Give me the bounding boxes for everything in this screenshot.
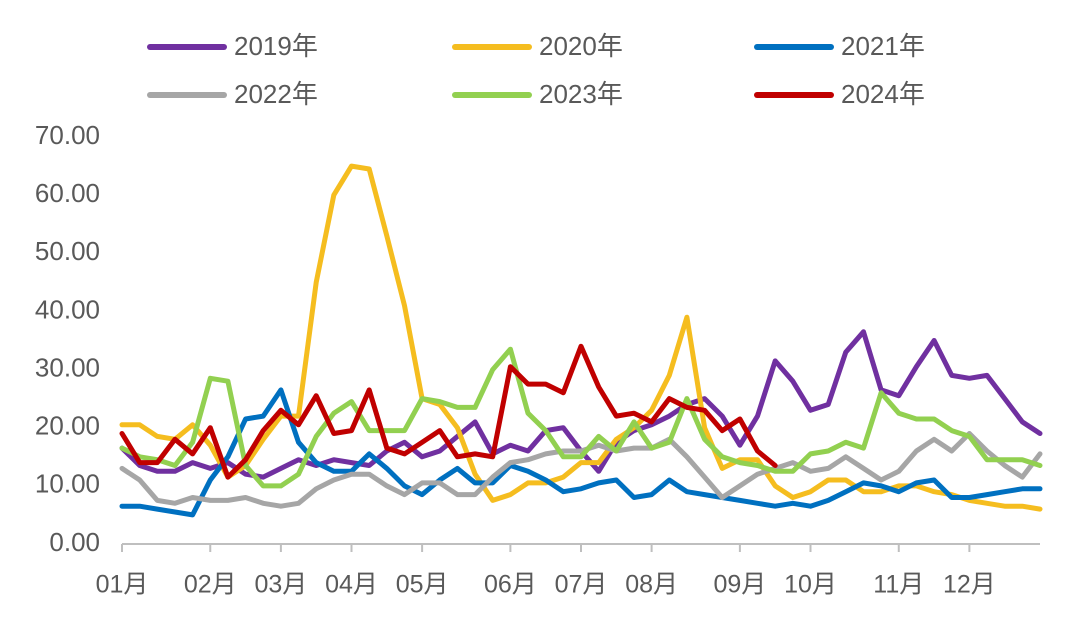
series-line [119, 431, 1043, 509]
legend-label: 2019年 [234, 31, 318, 61]
y-tick-label: 10.00 [35, 469, 100, 499]
legend-label: 2021年 [841, 31, 925, 61]
legend-label: 2024年 [841, 79, 925, 109]
x-tick-label: 12月 [943, 571, 996, 599]
series-line [119, 343, 778, 480]
x-tick-label: 10月 [784, 571, 837, 599]
x-tick-label: 06月 [484, 571, 537, 599]
legend-label: 2023年 [539, 79, 623, 109]
legend-label: 2020年 [539, 31, 623, 61]
x-tick-label: 03月 [254, 571, 307, 599]
y-tick-label: 60.00 [35, 178, 100, 208]
y-tick-label: 70.00 [35, 120, 100, 150]
x-tick-label: 01月 [96, 571, 149, 599]
legend-label: 2022年 [234, 79, 318, 109]
y-tick-label: 40.00 [35, 294, 100, 324]
x-tick-label: 05月 [396, 571, 449, 599]
x-tick-label: 11月 [873, 571, 924, 599]
x-tick-label: 08月 [625, 571, 678, 599]
x-tick-label: 04月 [325, 571, 378, 599]
series-line [119, 387, 1043, 518]
x-tick-label: 09月 [713, 571, 766, 599]
y-tick-label: 30.00 [35, 352, 100, 382]
y-tick-label: 50.00 [35, 236, 100, 266]
y-tick-label: 20.00 [35, 411, 100, 441]
x-tick-label: 02月 [184, 571, 237, 599]
y-tick-label: 0.00 [49, 527, 100, 557]
x-tick-label: 07月 [555, 571, 608, 599]
series-line [119, 346, 1043, 489]
